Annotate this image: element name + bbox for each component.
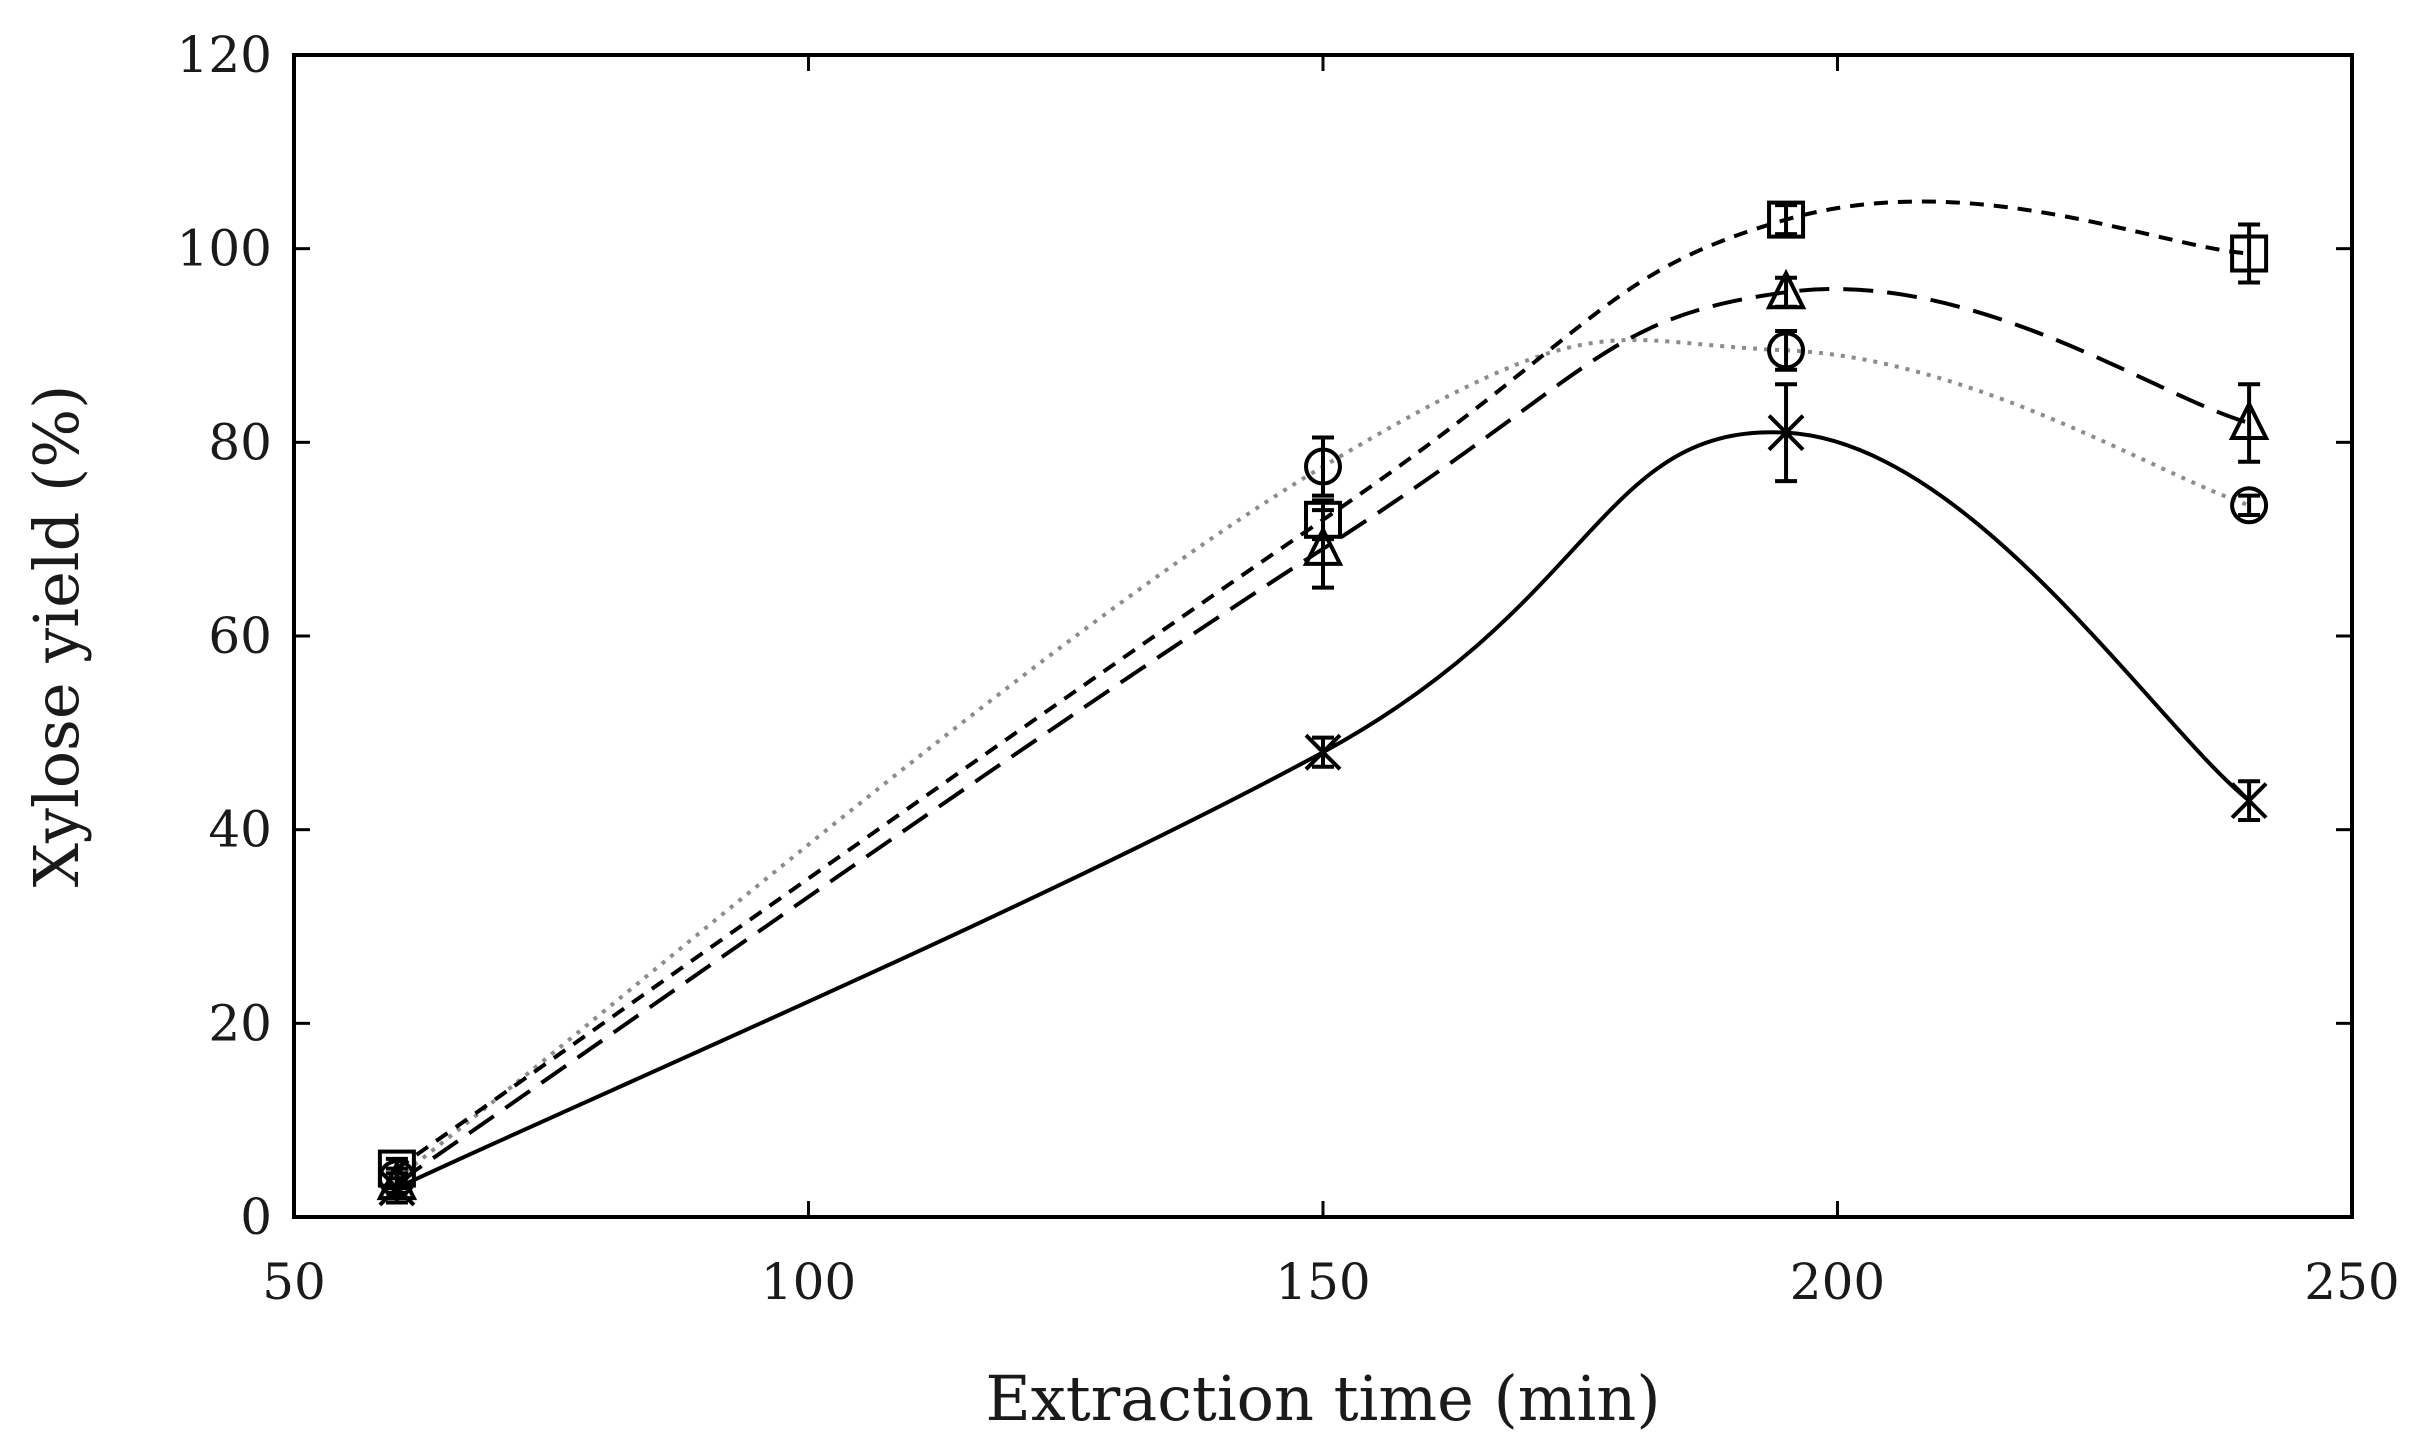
point-cross [1767, 414, 1805, 452]
y-tick-label: 100 [177, 220, 272, 278]
x-tick-label: 200 [1790, 1253, 1885, 1311]
series-lines [395, 199, 2251, 1190]
error-bar-circle [2238, 493, 2261, 517]
x-tick-label: 100 [761, 1253, 856, 1311]
x-tick-label: 250 [2304, 1253, 2399, 1311]
error-bar-circle [1312, 435, 1334, 498]
series-line-triangle [395, 287, 2250, 1185]
point-circle [1304, 447, 1342, 486]
error-bar-square [1775, 203, 1798, 237]
point-circle [1767, 331, 1806, 370]
point-triangle [2228, 399, 2270, 440]
point-square [1304, 500, 1342, 539]
y-tick-label: 60 [208, 607, 272, 665]
y-tick-label: 80 [208, 413, 272, 471]
point-cross [2230, 782, 2268, 820]
series-line-cross [396, 430, 2251, 1190]
y-axis: 0 20 40 60 80 100 120 [177, 26, 2352, 1246]
point-circle [2230, 486, 2269, 525]
point-triangle [1302, 525, 1344, 566]
point-square [377, 1149, 416, 1188]
error-bar-square [2238, 222, 2261, 285]
y-tick-label: 20 [208, 994, 272, 1052]
point-triangle [376, 1159, 418, 1201]
point-square [2230, 234, 2269, 273]
x-axis-label: Extraction time (min) [985, 1362, 1660, 1435]
point-cross [1304, 733, 1342, 771]
data-markers [376, 200, 2270, 1207]
x-tick-label: 150 [1275, 1253, 1370, 1311]
y-axis-label: Xylose yield (%) [20, 385, 93, 888]
x-axis: 50 100 150 200 250 [262, 55, 2400, 1311]
series-line-square [395, 199, 2250, 1171]
point-triangle [1765, 268, 1807, 310]
y-tick-label: 40 [208, 801, 272, 859]
point-square [1767, 200, 1806, 239]
error-bar-triangle [2238, 382, 2261, 464]
series-line-circle [395, 338, 2250, 1180]
error-bar-circle [1775, 328, 1798, 372]
y-tick-label: 120 [177, 26, 272, 84]
y-tick-label: 0 [240, 1188, 272, 1246]
x-tick-label: 50 [262, 1253, 326, 1311]
